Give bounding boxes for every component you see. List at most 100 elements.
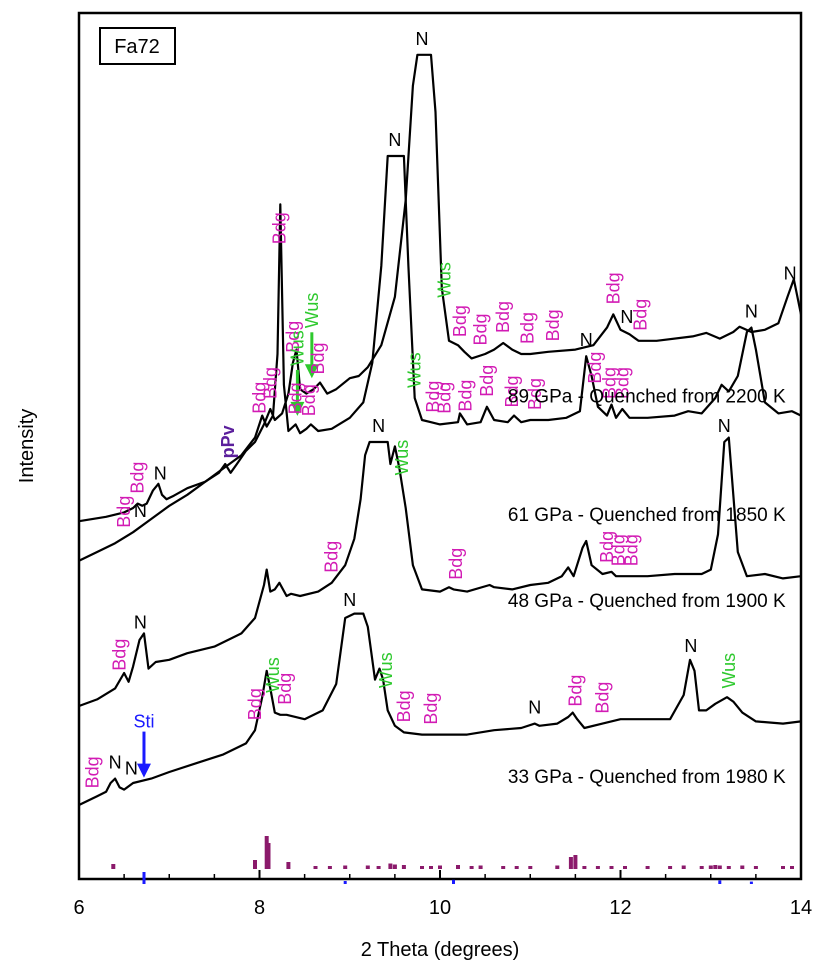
peak-label-bdg: Bdg	[593, 682, 613, 714]
sample-label: Fa72	[114, 36, 160, 58]
peak-label-bdg: Bdg	[394, 690, 414, 722]
bdg-reference-bar	[420, 866, 424, 869]
peak-label-n: N	[718, 416, 731, 436]
peak-label-bdg: Bdg	[450, 305, 470, 337]
peak-label-sti: Sti	[133, 712, 154, 732]
peak-label-n: N	[580, 330, 593, 350]
peak-label-bdg: Bdg	[630, 299, 650, 331]
peak-label-bdg: Bdg	[114, 496, 134, 528]
peak-label-n: N	[154, 463, 167, 483]
wus-arrow-head	[290, 401, 305, 416]
peak-label-wus: Wus	[287, 330, 307, 366]
bdg-reference-bar	[717, 865, 722, 869]
sti-reference-bar	[343, 881, 347, 884]
peak-label-bdg: Bdg	[585, 352, 605, 384]
peak-label-wus: Wus	[263, 657, 283, 693]
peak-label-bdg: Bdg	[612, 367, 632, 399]
bdg-reference-bar	[708, 865, 713, 869]
bdg-reference-bar	[266, 843, 271, 869]
bdg-reference-bar	[401, 865, 406, 869]
peak-label-bdg: Bdg	[493, 301, 513, 333]
bdg-reference-bar	[343, 865, 348, 869]
peak-label-bdg: Bdg	[518, 312, 538, 344]
peak-label-n: N	[125, 758, 138, 778]
pattern-curve-1	[78, 53, 803, 523]
peak-label-bdg: Bdg	[502, 375, 522, 407]
peak-label-bdg: Bdg	[83, 756, 103, 788]
bdg-reference-bar	[595, 866, 600, 869]
bdg-reference-bar	[681, 865, 686, 869]
series-label-4: 33 GPa - Quenched from 1980 K	[508, 767, 786, 788]
peak-label-bdg: Bdg	[283, 321, 303, 353]
reference-bars-layer	[111, 836, 794, 884]
curves-layer	[78, 53, 803, 806]
bdg-reference-bar	[790, 866, 794, 869]
bdg-reference-bar	[501, 866, 506, 869]
peak-label-bdg: Bdg	[275, 673, 295, 705]
x-tick-label: 8	[254, 897, 265, 919]
peak-label-bdg: Bdg	[471, 313, 491, 345]
bdg-reference-bar	[365, 865, 370, 869]
peak-label-bdg: Bdg	[245, 688, 265, 720]
peak-label-n: N	[134, 501, 147, 521]
peak-label-bdg: Bdg	[477, 365, 497, 397]
x-ticks-layer: 6 8 10 12 14	[73, 870, 812, 919]
bdg-reference-bar	[469, 866, 474, 869]
peak-label-wus: Wus	[405, 352, 425, 388]
peak-label-bdg: Bdg	[455, 380, 475, 412]
peak-label-bdg: Bdg	[421, 693, 441, 725]
bdg-reference-bar	[573, 855, 578, 869]
peak-label-bdg: Bdg	[299, 384, 319, 416]
series-label-1: 89 GPa - Quenched from 2200 K	[508, 386, 786, 407]
x-tick-label: 6	[73, 897, 84, 919]
bdg-reference-bar	[376, 866, 381, 869]
bdg-reference-bar	[740, 865, 745, 869]
series-label-2: 61 GPa - Quenched from 1850 K	[508, 505, 786, 526]
bdg-reference-bar	[555, 865, 560, 869]
sti-arrow-head	[136, 763, 151, 778]
bdg-reference-bar	[388, 863, 393, 869]
bdg-reference-bar	[623, 866, 627, 869]
bdg-reference-bar	[438, 865, 442, 869]
peak-label-bdg: Bdg	[110, 639, 130, 671]
peak-label-n: N	[684, 636, 697, 656]
sti-reference-bar	[452, 879, 455, 884]
series-labels-layer: 89 GPa - Quenched from 2200 K 61 GPa - Qu…	[508, 386, 786, 788]
peak-label-bdg: Bdg	[322, 541, 342, 573]
peak-label-bdg: Bdg	[250, 382, 270, 414]
series-label-3: 48 GPa - Quenched from 1900 K	[508, 591, 786, 612]
sti-reference-bar	[749, 881, 753, 884]
peak-label-bdg: Bdg	[435, 382, 455, 414]
peak-label-n: N	[109, 753, 122, 773]
bdg-reference-bar	[568, 857, 573, 869]
bdg-reference-bar	[781, 866, 785, 869]
pattern-curve-2	[78, 154, 802, 562]
bdg-reference-bar	[514, 866, 519, 869]
peak-label-wus: Wus	[719, 653, 739, 689]
peak-label-bdg: Bdg	[600, 367, 620, 399]
bdg-reference-bar	[645, 866, 650, 869]
pattern-curve-3	[78, 436, 802, 708]
peak-label-bdg: Bdg	[286, 382, 306, 414]
bdg-reference-bar	[286, 862, 291, 869]
peak-label-bdg: Bdg	[269, 212, 289, 244]
bdg-reference-bar	[392, 864, 397, 869]
peak-label-ppv: pPv	[218, 425, 238, 458]
peak-label-bdg: Bdg	[446, 548, 466, 580]
peak-label-wus: Wus	[435, 262, 455, 298]
peak-label-bdg: Bdg	[260, 367, 280, 399]
bdg-reference-bar	[528, 866, 533, 869]
sample-label-box: Fa72	[99, 27, 176, 65]
peak-label-bdg: Bdg	[308, 342, 328, 374]
wus-arrow-head	[304, 364, 319, 379]
bdg-reference-bar	[609, 866, 614, 869]
peak-label-bdg: Bdg	[603, 272, 623, 304]
peak-label-n: N	[620, 307, 633, 327]
bdg-reference-bar	[668, 866, 673, 869]
peak-label-bdg: Bdg	[525, 378, 545, 410]
bdg-reference-bar	[478, 865, 483, 869]
x-tick-label: 14	[790, 897, 812, 919]
bdg-reference-bar	[327, 866, 332, 869]
peak-label-bdg: Bdg	[565, 675, 585, 707]
